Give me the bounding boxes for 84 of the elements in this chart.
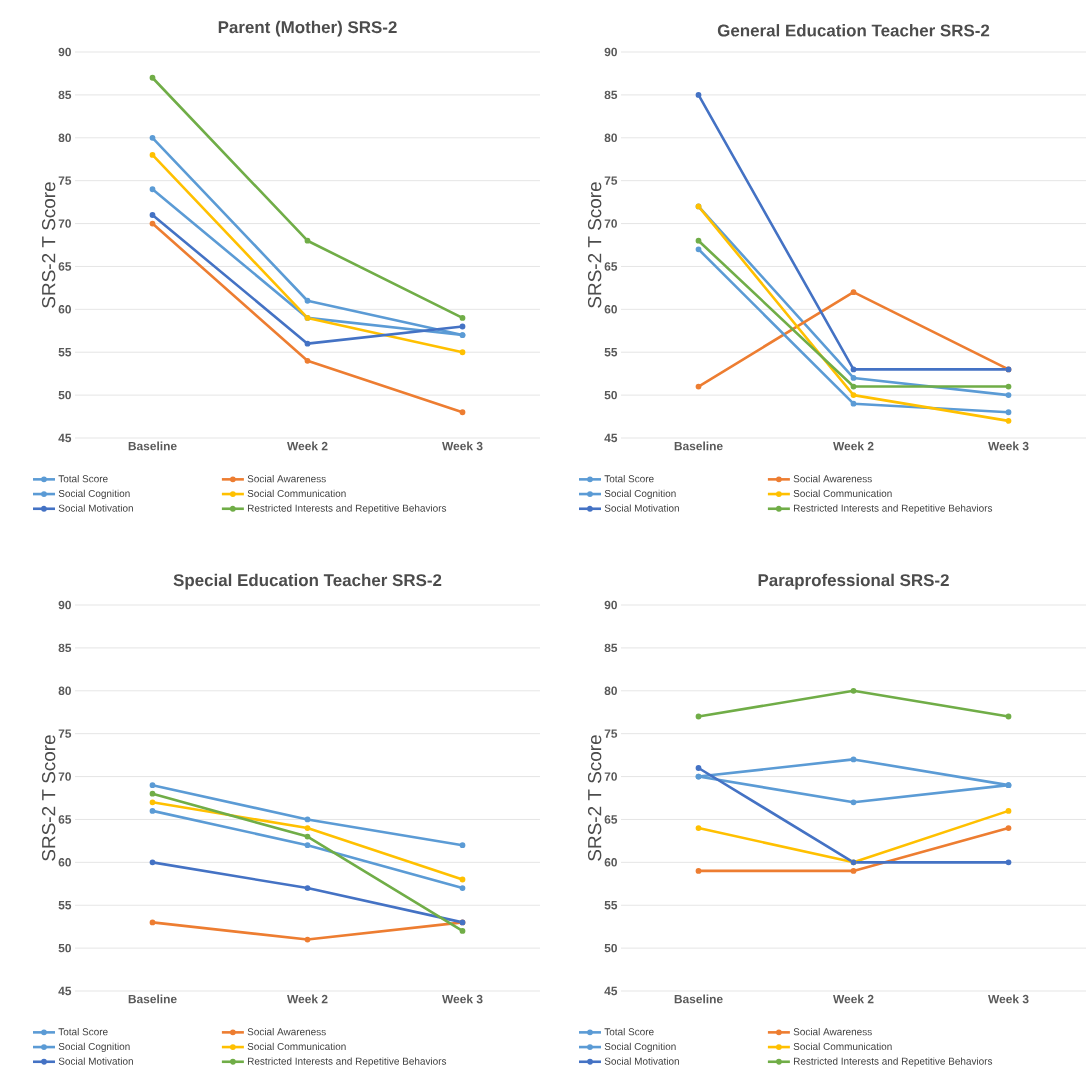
- y-tick-label: 50: [58, 943, 71, 953]
- x-tick-label: Week 2: [833, 994, 874, 1004]
- x-tick-label: Week 2: [833, 441, 874, 451]
- legend-label: Total Score: [58, 1028, 108, 1036]
- chart-title: General Education Teacher SRS-2: [717, 24, 990, 37]
- y-tick-label: 50: [604, 390, 617, 400]
- y-tick-label: 55: [604, 901, 618, 910]
- legend-label: Social Cognition: [58, 489, 130, 499]
- x-tick-label: Baseline: [674, 994, 723, 1004]
- y-tick-label: 50: [58, 390, 71, 400]
- legend-label: Social Motivation: [58, 504, 133, 512]
- legend-label: Restricted Interests and Repetitive Behaviors: [247, 1057, 447, 1067]
- y-tick-label: 60: [58, 858, 71, 867]
- x-tick-label: Week 2: [287, 994, 328, 1004]
- y-tick-label: 55: [58, 901, 72, 910]
- chart-title: Parent (Mother) SRS-2: [218, 20, 397, 37]
- x-tick-label: Week 3: [442, 441, 483, 451]
- y-tick-label: 90: [604, 47, 617, 57]
- y-tick-label: 65: [604, 815, 618, 824]
- x-tick-label: Baseline: [674, 441, 723, 451]
- y-tick-label: 75: [58, 729, 72, 738]
- y-tick-label: 75: [58, 176, 72, 185]
- y-tick-label: 50: [604, 943, 617, 953]
- chart-title: Special Education Teacher SRS-2: [173, 573, 442, 590]
- legend-label: Social Cognition: [58, 1042, 130, 1052]
- y-tick-label: 90: [58, 600, 71, 610]
- x-tick-label: Baseline: [128, 994, 177, 1004]
- legend-label: Social Motivation: [604, 1057, 679, 1065]
- y-tick-label: 55: [604, 348, 618, 357]
- y-tick-label: 75: [604, 729, 618, 738]
- y-tick-label: 65: [58, 815, 72, 824]
- legend-label: Restricted Interests and Repetitive Behaviors: [793, 504, 993, 514]
- y-tick-label: 65: [604, 262, 618, 271]
- y-tick-label: 90: [58, 47, 71, 57]
- y-tick-label: 60: [604, 858, 617, 867]
- y-axis-title: SRS-2 T Score: [41, 735, 56, 861]
- y-tick-label: 70: [604, 772, 617, 781]
- y-tick-label: 45: [604, 986, 618, 996]
- y-tick-label: 80: [604, 133, 617, 143]
- y-tick-label: 85: [604, 643, 618, 653]
- y-tick-label: 85: [58, 643, 72, 653]
- legend-label: Total Score: [604, 1028, 654, 1036]
- legend-label: Total Score: [604, 475, 654, 483]
- y-tick-label: 75: [604, 176, 618, 185]
- y-axis-title: SRS-2 T Score: [587, 735, 602, 861]
- legend-label: Social Awareness: [793, 475, 872, 483]
- legend-label: Social Communication: [247, 1042, 346, 1051]
- y-tick-label: 80: [604, 686, 617, 696]
- y-tick-label: 60: [604, 305, 617, 314]
- x-tick-label: Baseline: [128, 441, 177, 451]
- x-tick-label: Week 3: [442, 994, 483, 1004]
- y-tick-label: 85: [604, 90, 618, 100]
- y-tick-label: 70: [604, 219, 617, 228]
- legend-label: Social Communication: [247, 489, 346, 498]
- y-tick-label: 90: [604, 600, 617, 610]
- y-tick-label: 80: [58, 133, 71, 143]
- legend-label: Social Awareness: [247, 1028, 326, 1036]
- y-tick-label: 45: [604, 433, 618, 443]
- legend-label: Total Score: [58, 475, 108, 483]
- legend-label: Restricted Interests and Repetitive Behaviors: [247, 504, 447, 514]
- legend-label: Social Communication: [793, 489, 892, 498]
- legend-label: Social Cognition: [604, 1042, 676, 1052]
- y-tick-label: 80: [58, 686, 71, 696]
- y-tick-label: 45: [58, 433, 72, 443]
- y-tick-label: 70: [58, 219, 71, 228]
- legend-label: Social Awareness: [247, 475, 326, 483]
- x-tick-label: Week 2: [287, 441, 328, 451]
- y-tick-label: 60: [58, 305, 71, 314]
- legend-label: Social Communication: [793, 1042, 892, 1051]
- legend-label: Social Motivation: [604, 504, 679, 512]
- x-tick-label: Week 3: [988, 994, 1029, 1004]
- legend-label: Restricted Interests and Repetitive Behaviors: [793, 1057, 993, 1067]
- y-tick-label: 85: [58, 90, 72, 100]
- legend-label: Social Cognition: [604, 489, 676, 499]
- legend-label: Social Awareness: [793, 1028, 872, 1036]
- y-axis-title: SRS-2 T Score: [41, 182, 56, 308]
- x-tick-label: Week 3: [988, 441, 1029, 451]
- y-tick-label: 65: [58, 262, 72, 271]
- y-tick-label: 55: [58, 348, 72, 357]
- y-tick-label: 45: [58, 986, 72, 996]
- y-tick-label: 70: [58, 772, 71, 781]
- y-axis-title: SRS-2 T Score: [587, 182, 602, 308]
- chart-title: Paraprofessional SRS-2: [758, 573, 949, 590]
- legend-label: Social Motivation: [58, 1057, 133, 1065]
